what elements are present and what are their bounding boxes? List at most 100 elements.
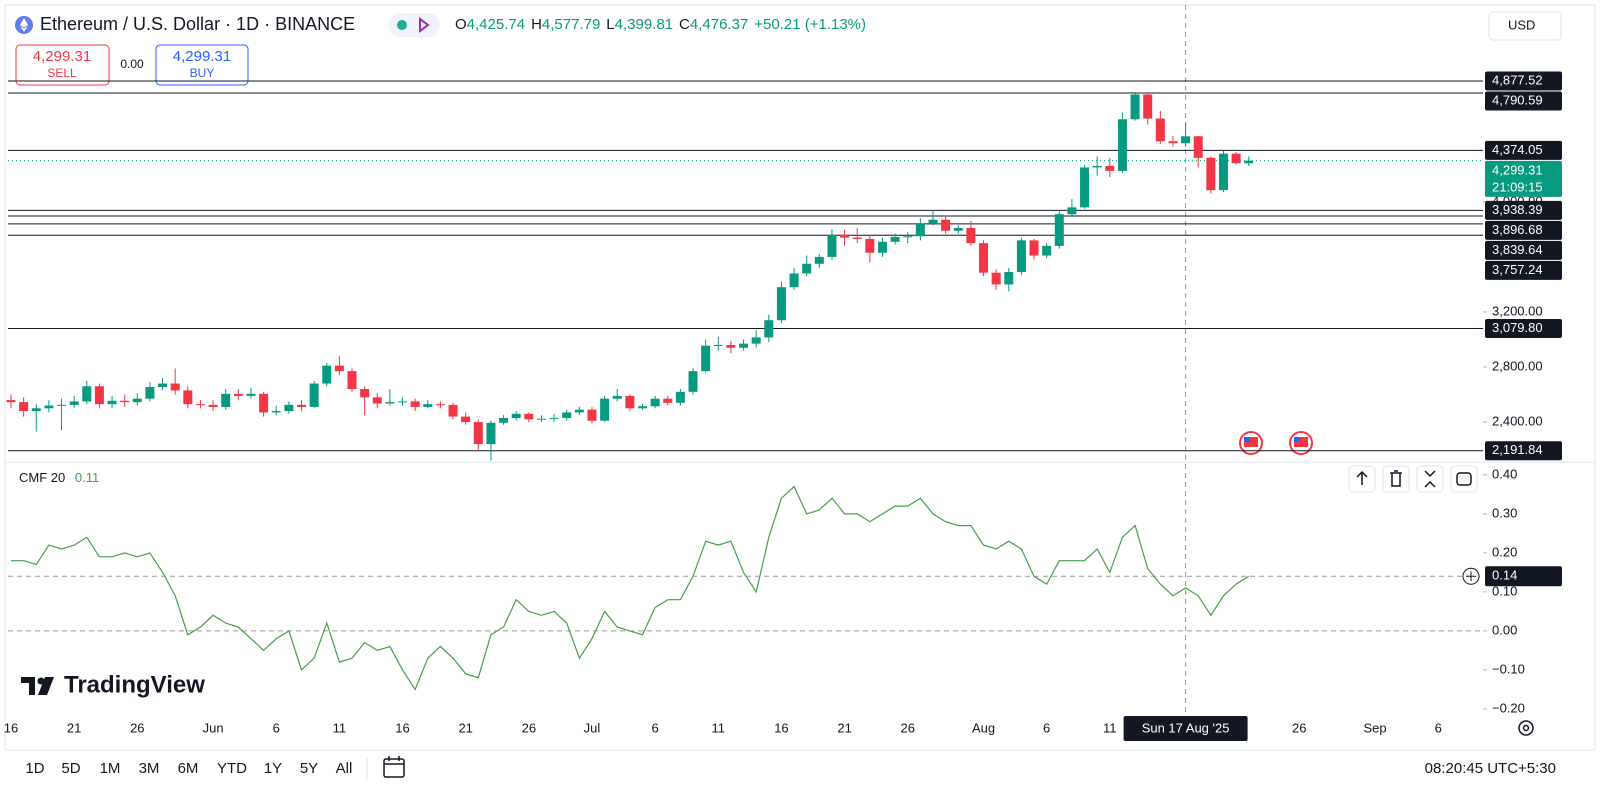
event-flag[interactable] [1239, 431, 1263, 455]
x-tick-label: 21 [837, 720, 851, 735]
x-tick-label: 16 [4, 720, 18, 735]
level-label: 3,079.80 [1492, 320, 1543, 335]
settings-button[interactable] [1518, 720, 1534, 736]
watermark: TradingView [64, 671, 205, 698]
ohlc-key: O [455, 16, 467, 33]
candle-body [6, 400, 16, 403]
x-tick-label: 16 [774, 720, 788, 735]
x-tick-label: 21 [67, 720, 81, 735]
maximize-button[interactable] [1450, 465, 1478, 493]
cmf-tick-label: −0.20 [1492, 700, 1525, 715]
candle-body [524, 413, 534, 420]
timeframe-button[interactable]: 1D [25, 760, 44, 777]
candle-body [915, 223, 925, 237]
candle-body [638, 406, 647, 409]
candle-body [612, 395, 622, 399]
y-tick-label: 3,200.00 [1492, 303, 1543, 318]
candle-body [688, 371, 698, 392]
x-tick-label: 16 [395, 720, 409, 735]
candle-body [284, 404, 294, 412]
candle-body [1181, 136, 1191, 144]
delete-button[interactable] [1382, 465, 1410, 493]
candle-body [322, 365, 332, 384]
collapse-button[interactable] [1416, 465, 1444, 493]
candle-body [827, 234, 837, 257]
candle-body [865, 239, 875, 253]
alert-icon [419, 17, 430, 33]
timeframe-button[interactable]: 3M [139, 760, 160, 777]
candle-body [928, 219, 938, 224]
cmf-tick-label: 0.30 [1492, 505, 1517, 520]
status-pill[interactable] [388, 13, 440, 37]
date-range-button[interactable] [383, 756, 405, 778]
x-tick-label: Aug [972, 720, 995, 735]
x-tick-label: 11 [1103, 720, 1117, 735]
level-label-box [1485, 240, 1562, 260]
candle-body [347, 371, 357, 390]
candle-body [814, 256, 824, 264]
candle-body [94, 386, 104, 405]
market-open-dot [397, 20, 407, 30]
indicator-length: 20 [51, 470, 65, 485]
ohlc-value: 4,425.74 [467, 16, 525, 33]
candle-body [1004, 272, 1014, 285]
timeframe-button[interactable]: 1M [100, 760, 121, 777]
ohlc-legend: O4,425.74 H4,577.79 L4,399.81 C4,476.37 +50.… [455, 16, 866, 33]
timeframe-button[interactable]: 5D [61, 760, 80, 777]
buy-button[interactable] [155, 44, 249, 86]
candle-body [183, 390, 193, 405]
candle-body [448, 404, 458, 417]
candle-body [751, 337, 761, 344]
candle-body [145, 386, 155, 399]
candle-body [271, 411, 281, 413]
level-label: 4,790.59 [1492, 92, 1543, 107]
timeframe-button[interactable]: All [336, 760, 353, 777]
level-label: 3,757.24 [1492, 262, 1543, 277]
ohlc-value: 4,399.81 [615, 16, 673, 33]
x-tick-label: 26 [900, 720, 914, 735]
level-label: 4,374.05 [1492, 142, 1543, 157]
timeframe-button[interactable]: YTD [217, 760, 247, 777]
candle-body [1029, 240, 1039, 256]
candle-body [1080, 167, 1090, 208]
sell-button[interactable] [15, 44, 110, 86]
candle-body [1092, 166, 1102, 168]
x-tick-label: Jul [584, 720, 601, 735]
candle-body [877, 241, 887, 253]
eth-glyph [20, 18, 28, 32]
y-tick-label: 2,800.00 [1492, 358, 1543, 373]
cmf-tick-label: −0.10 [1492, 661, 1525, 676]
candle-body [360, 389, 370, 398]
x-tick-label: 26 [1292, 720, 1306, 735]
candle-body [840, 234, 850, 238]
timeframe-button[interactable]: 6M [178, 760, 199, 777]
currency-button[interactable] [1488, 11, 1562, 41]
candle-body [764, 320, 774, 338]
ohlc-value: 4,476.37 [690, 16, 748, 33]
candle-body [802, 263, 812, 274]
level-label-box [1485, 220, 1562, 240]
candle-body [372, 397, 382, 404]
candle-body [625, 395, 635, 409]
candle-body [511, 413, 521, 418]
add-alert-plus [1466, 571, 1476, 582]
event-flag[interactable] [1289, 431, 1313, 455]
candle-body [890, 236, 900, 242]
x-tick-label: 6 [652, 720, 659, 735]
candle-body [979, 243, 989, 273]
candle-body [486, 422, 496, 445]
timeframe-button[interactable]: 5Y [300, 760, 318, 777]
candle-body [246, 393, 256, 396]
candle-body [587, 409, 597, 421]
candle-body [675, 391, 685, 403]
timeframe-button[interactable]: 1Y [264, 760, 282, 777]
level-label-box [1485, 91, 1562, 111]
candle-body [398, 401, 408, 403]
candle-body [31, 408, 41, 412]
candle-body [549, 417, 559, 419]
x-tick-label: 6 [273, 720, 280, 735]
x-tick-label: Jun [203, 720, 224, 735]
candle-body [1130, 94, 1140, 120]
candle-body [726, 344, 736, 348]
